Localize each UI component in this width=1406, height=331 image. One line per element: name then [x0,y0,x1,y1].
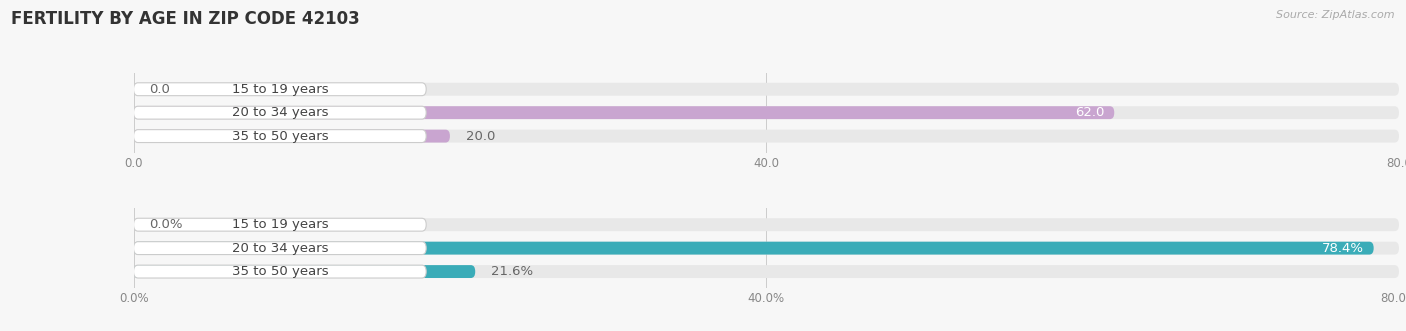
FancyBboxPatch shape [134,242,1399,255]
FancyBboxPatch shape [134,218,426,231]
Text: 20.0: 20.0 [465,130,495,143]
Text: 20 to 34 years: 20 to 34 years [232,242,328,255]
FancyBboxPatch shape [134,130,450,143]
Text: 20 to 34 years: 20 to 34 years [232,106,328,119]
FancyBboxPatch shape [134,242,1374,255]
FancyBboxPatch shape [134,265,426,278]
Text: 35 to 50 years: 35 to 50 years [232,265,328,278]
Text: 35 to 50 years: 35 to 50 years [232,130,328,143]
Text: 21.6%: 21.6% [491,265,533,278]
FancyBboxPatch shape [134,106,1399,119]
FancyBboxPatch shape [134,265,1399,278]
Text: 15 to 19 years: 15 to 19 years [232,83,328,96]
Text: 0.0: 0.0 [149,83,170,96]
FancyBboxPatch shape [134,106,426,119]
FancyBboxPatch shape [134,265,475,278]
FancyBboxPatch shape [134,106,1115,119]
Text: 15 to 19 years: 15 to 19 years [232,218,328,231]
FancyBboxPatch shape [134,83,426,96]
Text: Source: ZipAtlas.com: Source: ZipAtlas.com [1277,10,1395,20]
Text: 62.0: 62.0 [1076,106,1105,119]
FancyBboxPatch shape [134,242,426,255]
FancyBboxPatch shape [134,130,426,143]
FancyBboxPatch shape [134,218,1399,231]
FancyBboxPatch shape [134,130,1399,143]
Text: FERTILITY BY AGE IN ZIP CODE 42103: FERTILITY BY AGE IN ZIP CODE 42103 [11,10,360,28]
Text: 78.4%: 78.4% [1322,242,1364,255]
Text: 0.0%: 0.0% [149,218,183,231]
FancyBboxPatch shape [134,83,1399,96]
